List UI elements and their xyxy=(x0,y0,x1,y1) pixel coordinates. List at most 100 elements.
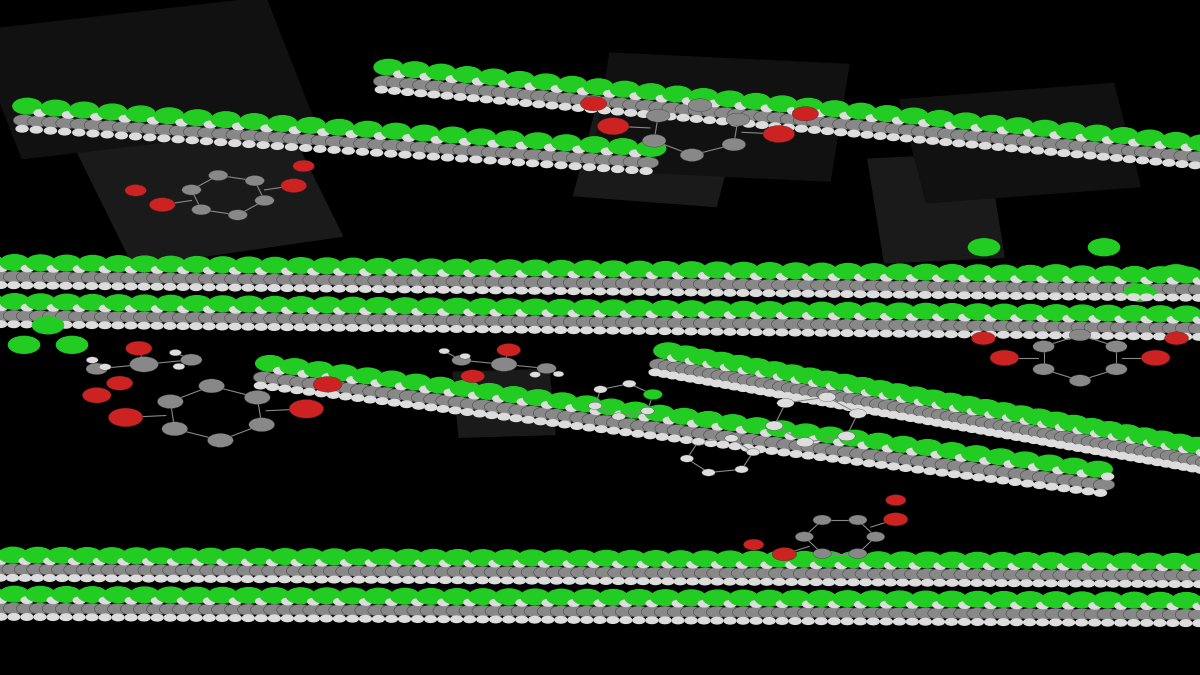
Circle shape xyxy=(541,327,553,333)
Circle shape xyxy=(637,561,649,568)
Circle shape xyxy=(410,566,432,577)
Circle shape xyxy=(394,71,406,78)
Circle shape xyxy=(583,95,605,107)
Circle shape xyxy=(799,396,811,402)
Circle shape xyxy=(490,326,502,333)
Circle shape xyxy=(781,263,810,279)
Circle shape xyxy=(1069,476,1091,487)
Circle shape xyxy=(613,561,625,568)
Circle shape xyxy=(1081,477,1103,489)
Circle shape xyxy=(889,319,911,331)
Circle shape xyxy=(746,387,758,393)
Circle shape xyxy=(791,377,803,383)
Circle shape xyxy=(980,281,1002,293)
Circle shape xyxy=(307,324,319,331)
Circle shape xyxy=(26,294,55,310)
Circle shape xyxy=(529,616,541,623)
Circle shape xyxy=(78,587,107,602)
Circle shape xyxy=(758,279,780,291)
Circle shape xyxy=(808,591,836,606)
Circle shape xyxy=(541,402,553,408)
Circle shape xyxy=(870,398,892,410)
Circle shape xyxy=(580,137,608,153)
Circle shape xyxy=(1110,155,1122,161)
Circle shape xyxy=(907,314,919,320)
Circle shape xyxy=(632,567,654,578)
Polygon shape xyxy=(574,80,746,207)
Circle shape xyxy=(1106,580,1118,587)
Circle shape xyxy=(805,568,827,580)
Circle shape xyxy=(463,616,475,622)
Circle shape xyxy=(710,369,732,381)
Circle shape xyxy=(727,109,749,120)
Circle shape xyxy=(0,558,6,564)
Circle shape xyxy=(1146,267,1175,282)
Circle shape xyxy=(786,562,798,568)
Circle shape xyxy=(412,392,433,404)
Circle shape xyxy=(834,402,846,409)
Circle shape xyxy=(438,616,450,622)
Circle shape xyxy=(385,325,397,331)
Circle shape xyxy=(410,126,439,141)
Circle shape xyxy=(820,117,841,129)
Circle shape xyxy=(396,140,418,152)
Circle shape xyxy=(126,106,155,121)
Circle shape xyxy=(1019,321,1040,333)
Circle shape xyxy=(937,304,966,319)
Circle shape xyxy=(550,316,571,327)
Circle shape xyxy=(835,129,847,136)
Circle shape xyxy=(342,314,364,325)
Circle shape xyxy=(400,390,421,402)
Circle shape xyxy=(654,606,676,618)
Circle shape xyxy=(780,113,802,125)
Circle shape xyxy=(1090,569,1111,581)
Circle shape xyxy=(835,579,847,585)
Circle shape xyxy=(672,328,684,335)
Circle shape xyxy=(1069,140,1091,152)
Circle shape xyxy=(182,256,211,272)
Circle shape xyxy=(859,579,871,586)
Circle shape xyxy=(108,408,143,427)
Circle shape xyxy=(425,142,446,154)
Circle shape xyxy=(452,83,474,95)
Circle shape xyxy=(1134,445,1156,457)
Circle shape xyxy=(991,569,1013,580)
Circle shape xyxy=(722,138,745,151)
Circle shape xyxy=(104,256,133,271)
Circle shape xyxy=(691,438,706,445)
Circle shape xyxy=(810,562,822,568)
Circle shape xyxy=(355,275,377,286)
Circle shape xyxy=(793,115,815,126)
Circle shape xyxy=(293,160,314,172)
Circle shape xyxy=(959,580,971,586)
Circle shape xyxy=(1037,439,1049,445)
Circle shape xyxy=(638,111,650,117)
Circle shape xyxy=(803,273,815,280)
Circle shape xyxy=(155,575,167,582)
Circle shape xyxy=(732,606,754,618)
Circle shape xyxy=(887,401,908,412)
Circle shape xyxy=(763,618,775,624)
Circle shape xyxy=(415,560,427,566)
Circle shape xyxy=(630,150,642,157)
Circle shape xyxy=(413,402,425,409)
Circle shape xyxy=(1062,332,1074,339)
Circle shape xyxy=(278,385,290,392)
Circle shape xyxy=(443,589,472,604)
Circle shape xyxy=(899,124,920,136)
Circle shape xyxy=(298,371,310,377)
Circle shape xyxy=(568,550,596,566)
Circle shape xyxy=(448,396,469,408)
Circle shape xyxy=(1150,322,1171,334)
Circle shape xyxy=(53,255,82,271)
Circle shape xyxy=(695,567,716,579)
Circle shape xyxy=(1042,266,1070,281)
Circle shape xyxy=(755,263,784,278)
Circle shape xyxy=(1160,450,1182,462)
Circle shape xyxy=(1165,332,1189,345)
Circle shape xyxy=(131,575,143,582)
Circle shape xyxy=(672,600,684,607)
Circle shape xyxy=(1045,608,1067,620)
Circle shape xyxy=(86,130,98,137)
Circle shape xyxy=(836,280,858,292)
